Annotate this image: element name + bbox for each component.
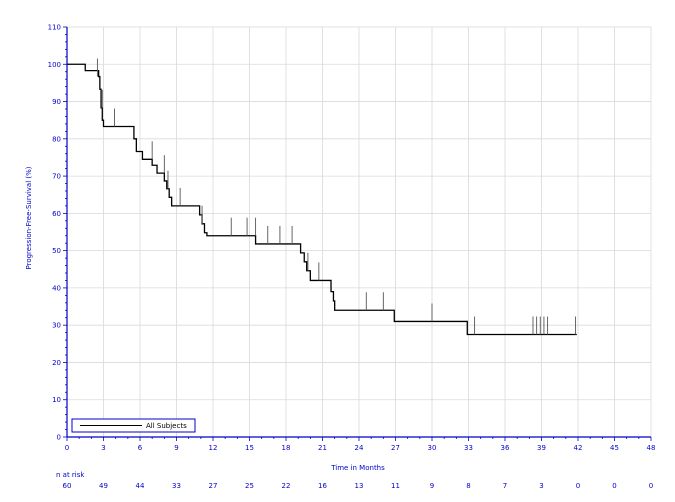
risk-count: 7 [503,482,507,490]
risk-count: 0 [612,482,616,490]
y-tick-label: 50 [52,247,61,255]
risk-count: 44 [136,482,145,490]
risk-count: 0 [576,482,580,490]
y-axis-title: Progression-Free-Survival (%) [25,166,33,269]
x-tick-label: 24 [355,444,364,452]
risk-count: 49 [99,482,108,490]
y-tick-label: 90 [52,98,61,106]
x-tick-label: 39 [537,444,546,452]
risk-count: 22 [282,482,291,490]
y-tick-label: 110 [48,24,61,32]
y-tick-label: 60 [52,210,61,218]
x-axis-title: Time in Months [330,464,385,472]
x-tick-label: 30 [428,444,437,452]
x-tick-label: 0 [65,444,69,452]
y-tick-label: 100 [48,61,61,69]
x-tick-label: 36 [501,444,510,452]
x-tick-label: 45 [610,444,619,452]
x-tick-label: 9 [174,444,178,452]
x-tick-label: 48 [647,444,656,452]
series-layer [67,58,577,336]
survival-curve-0 [67,63,577,336]
risk-count: 11 [391,482,400,490]
x-tick-label: 3 [101,444,105,452]
risk-table: 60 49 44 33 27 25 22 16 13 11 9 8 7 3 0 0 0 [63,482,654,490]
x-tick-label: 33 [464,444,473,452]
y-tick-label: 0 [57,434,61,442]
risk-count: 13 [355,482,364,490]
legend: All Subjects [71,418,196,433]
risk-count: 0 [649,482,653,490]
y-tick-label: 10 [52,396,61,404]
y-tick-label: 80 [52,135,61,143]
risk-table-label: n at risk [56,471,85,479]
risk-count: 25 [245,482,254,490]
risk-count: 8 [466,482,470,490]
gridlines [67,26,652,437]
x-tick-label: 6 [138,444,143,452]
risk-count: 3 [539,482,543,490]
risk-count: 27 [209,482,218,490]
legend-label-all-subjects: All Subjects [146,422,187,430]
y-tick-label: 70 [52,173,61,181]
risk-count: 60 [63,482,72,490]
y-tick-label: 30 [52,322,61,330]
x-tick-label: 21 [318,444,327,452]
x-tick-label: 12 [209,444,218,452]
y-tick-label: 20 [52,359,61,367]
risk-count: 33 [172,482,181,490]
y-tick-label: 40 [52,284,61,292]
x-tick-label: 27 [391,444,400,452]
x-tick-label: 42 [574,444,583,452]
risk-count: 9 [430,482,434,490]
risk-count: 16 [318,482,327,490]
x-tick-label: 18 [282,444,291,452]
x-tick-label: 15 [245,444,254,452]
